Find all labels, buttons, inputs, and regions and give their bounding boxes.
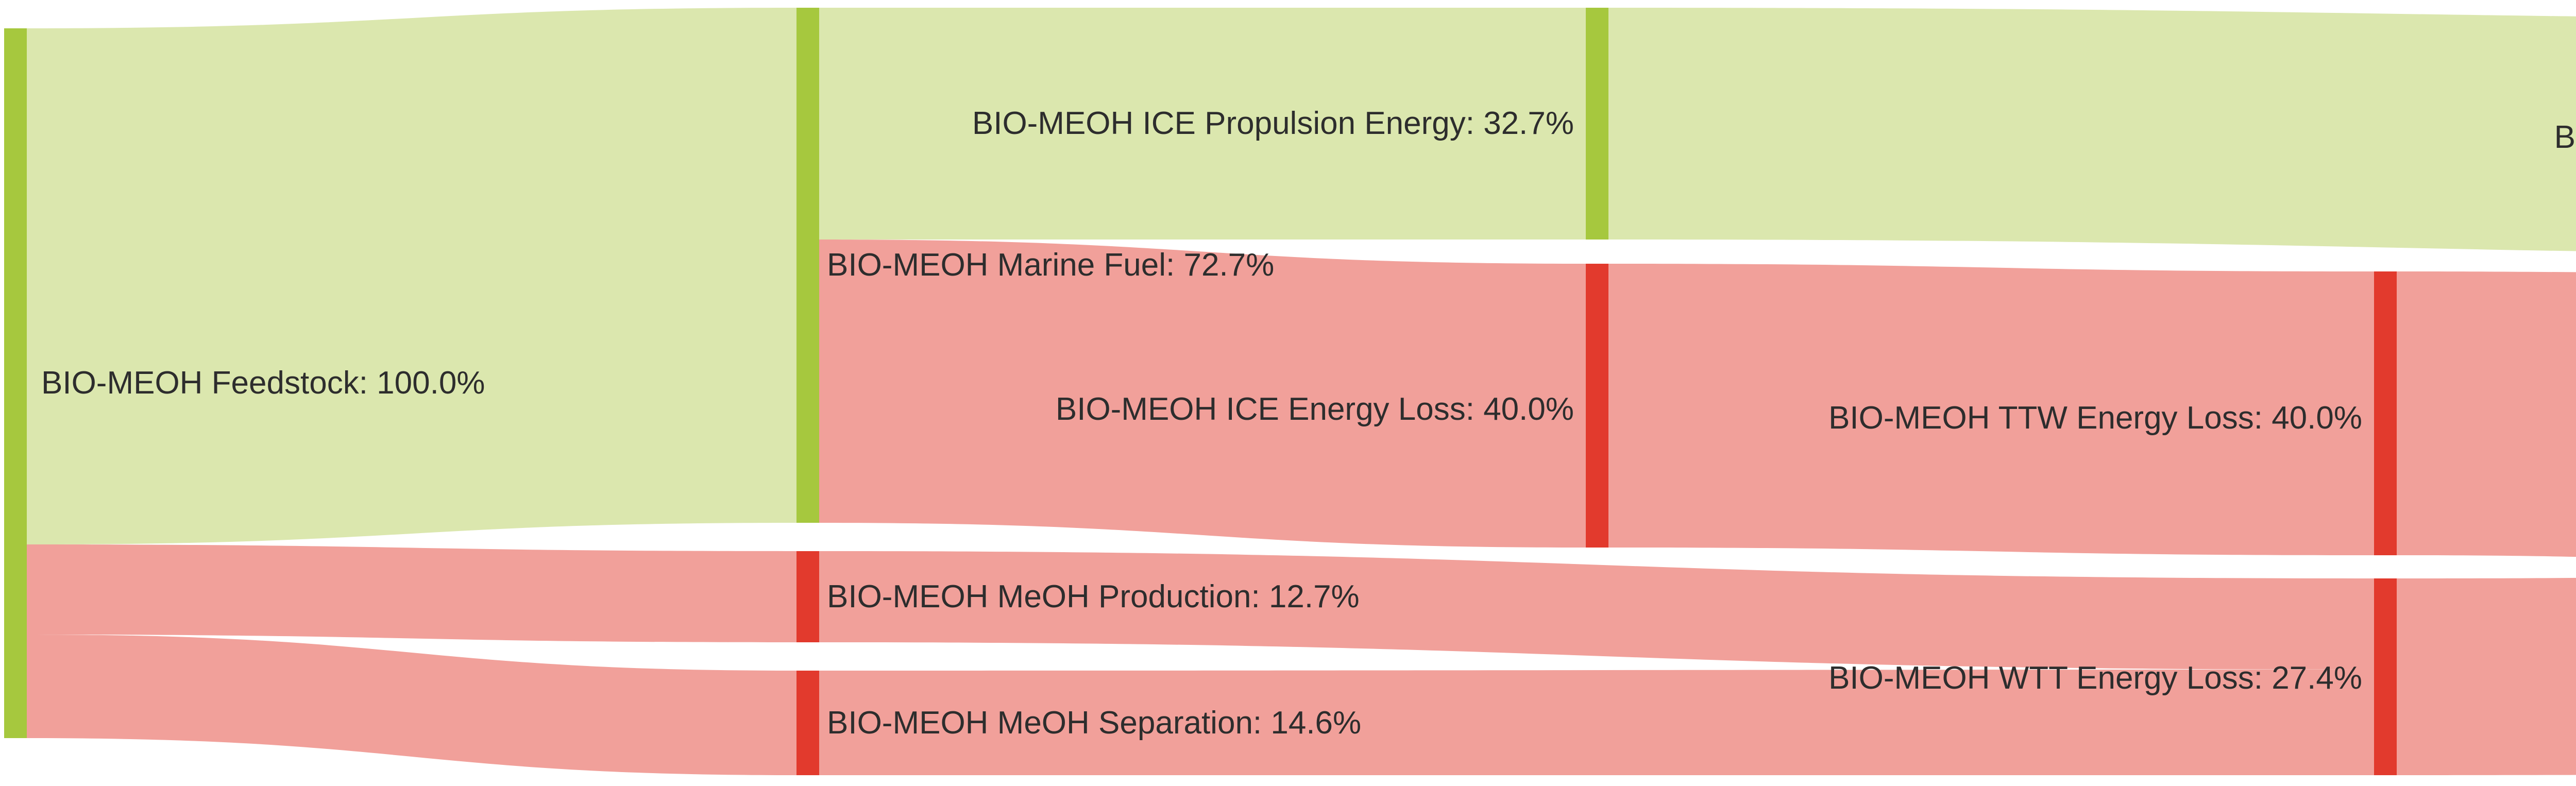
sankey-link-feedstock-to-meoh_production[interactable]	[27, 544, 796, 642]
sankey-link-wtt_loss-to-overall_loss[interactable]	[2397, 572, 2576, 775]
sankey-link-feedstock-to-meoh_separation[interactable]	[27, 635, 796, 775]
sankey-link-meoh_separation-to-wtt_loss[interactable]	[819, 670, 2374, 775]
sankey-node-ice_propulsion[interactable]	[1586, 8, 1608, 240]
sankey-node-ice_loss[interactable]	[1586, 264, 1608, 548]
sankey-node-meoh_production[interactable]	[796, 551, 819, 642]
sankey-node-wtt_loss[interactable]	[2374, 578, 2397, 775]
sankey-link-meoh_production-to-wtt_loss[interactable]	[819, 551, 2374, 670]
sankey-node-ttw_loss[interactable]	[2374, 271, 2397, 555]
sankey-node-feedstock[interactable]	[4, 28, 27, 738]
sankey-node-marine_fuel[interactable]	[796, 8, 819, 523]
sankey-link-feedstock-to-marine_fuel[interactable]	[27, 8, 796, 544]
sankey-link-ice_loss-to-ttw_loss[interactable]	[1608, 264, 2374, 555]
sankey-link-ice_propulsion-to-overall_output[interactable]	[1608, 8, 2576, 255]
sankey-node-meoh_separation[interactable]	[796, 671, 819, 775]
sankey-link-marine_fuel-to-ice_propulsion[interactable]	[819, 8, 1586, 240]
sankey-link-ttw_loss-to-overall_loss[interactable]	[2397, 271, 2576, 572]
sankey-link-marine_fuel-to-ice_loss[interactable]	[819, 240, 1586, 548]
